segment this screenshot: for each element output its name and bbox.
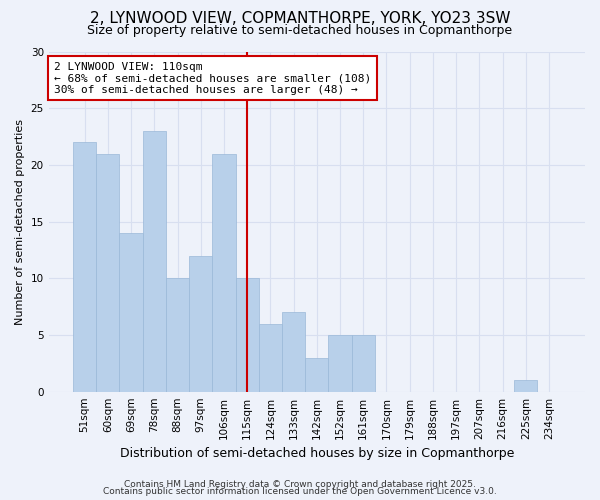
Bar — [166, 278, 189, 392]
Text: Contains HM Land Registry data © Crown copyright and database right 2025.: Contains HM Land Registry data © Crown c… — [124, 480, 476, 489]
Bar — [282, 312, 305, 392]
Text: 2, LYNWOOD VIEW, COPMANTHORPE, YORK, YO23 3SW: 2, LYNWOOD VIEW, COPMANTHORPE, YORK, YO2… — [90, 11, 510, 26]
Text: Contains public sector information licensed under the Open Government Licence v3: Contains public sector information licen… — [103, 487, 497, 496]
Bar — [212, 154, 236, 392]
Bar — [96, 154, 119, 392]
Bar — [328, 335, 352, 392]
Bar — [259, 324, 282, 392]
Text: Size of property relative to semi-detached houses in Copmanthorpe: Size of property relative to semi-detach… — [88, 24, 512, 37]
Text: 2 LYNWOOD VIEW: 110sqm
← 68% of semi-detached houses are smaller (108)
30% of se: 2 LYNWOOD VIEW: 110sqm ← 68% of semi-det… — [54, 62, 371, 95]
X-axis label: Distribution of semi-detached houses by size in Copmanthorpe: Distribution of semi-detached houses by … — [119, 447, 514, 460]
Y-axis label: Number of semi-detached properties: Number of semi-detached properties — [15, 118, 25, 324]
Bar — [143, 131, 166, 392]
Bar — [514, 380, 538, 392]
Bar — [236, 278, 259, 392]
Bar — [305, 358, 328, 392]
Bar — [352, 335, 375, 392]
Bar — [189, 256, 212, 392]
Bar — [119, 233, 143, 392]
Bar — [73, 142, 96, 392]
